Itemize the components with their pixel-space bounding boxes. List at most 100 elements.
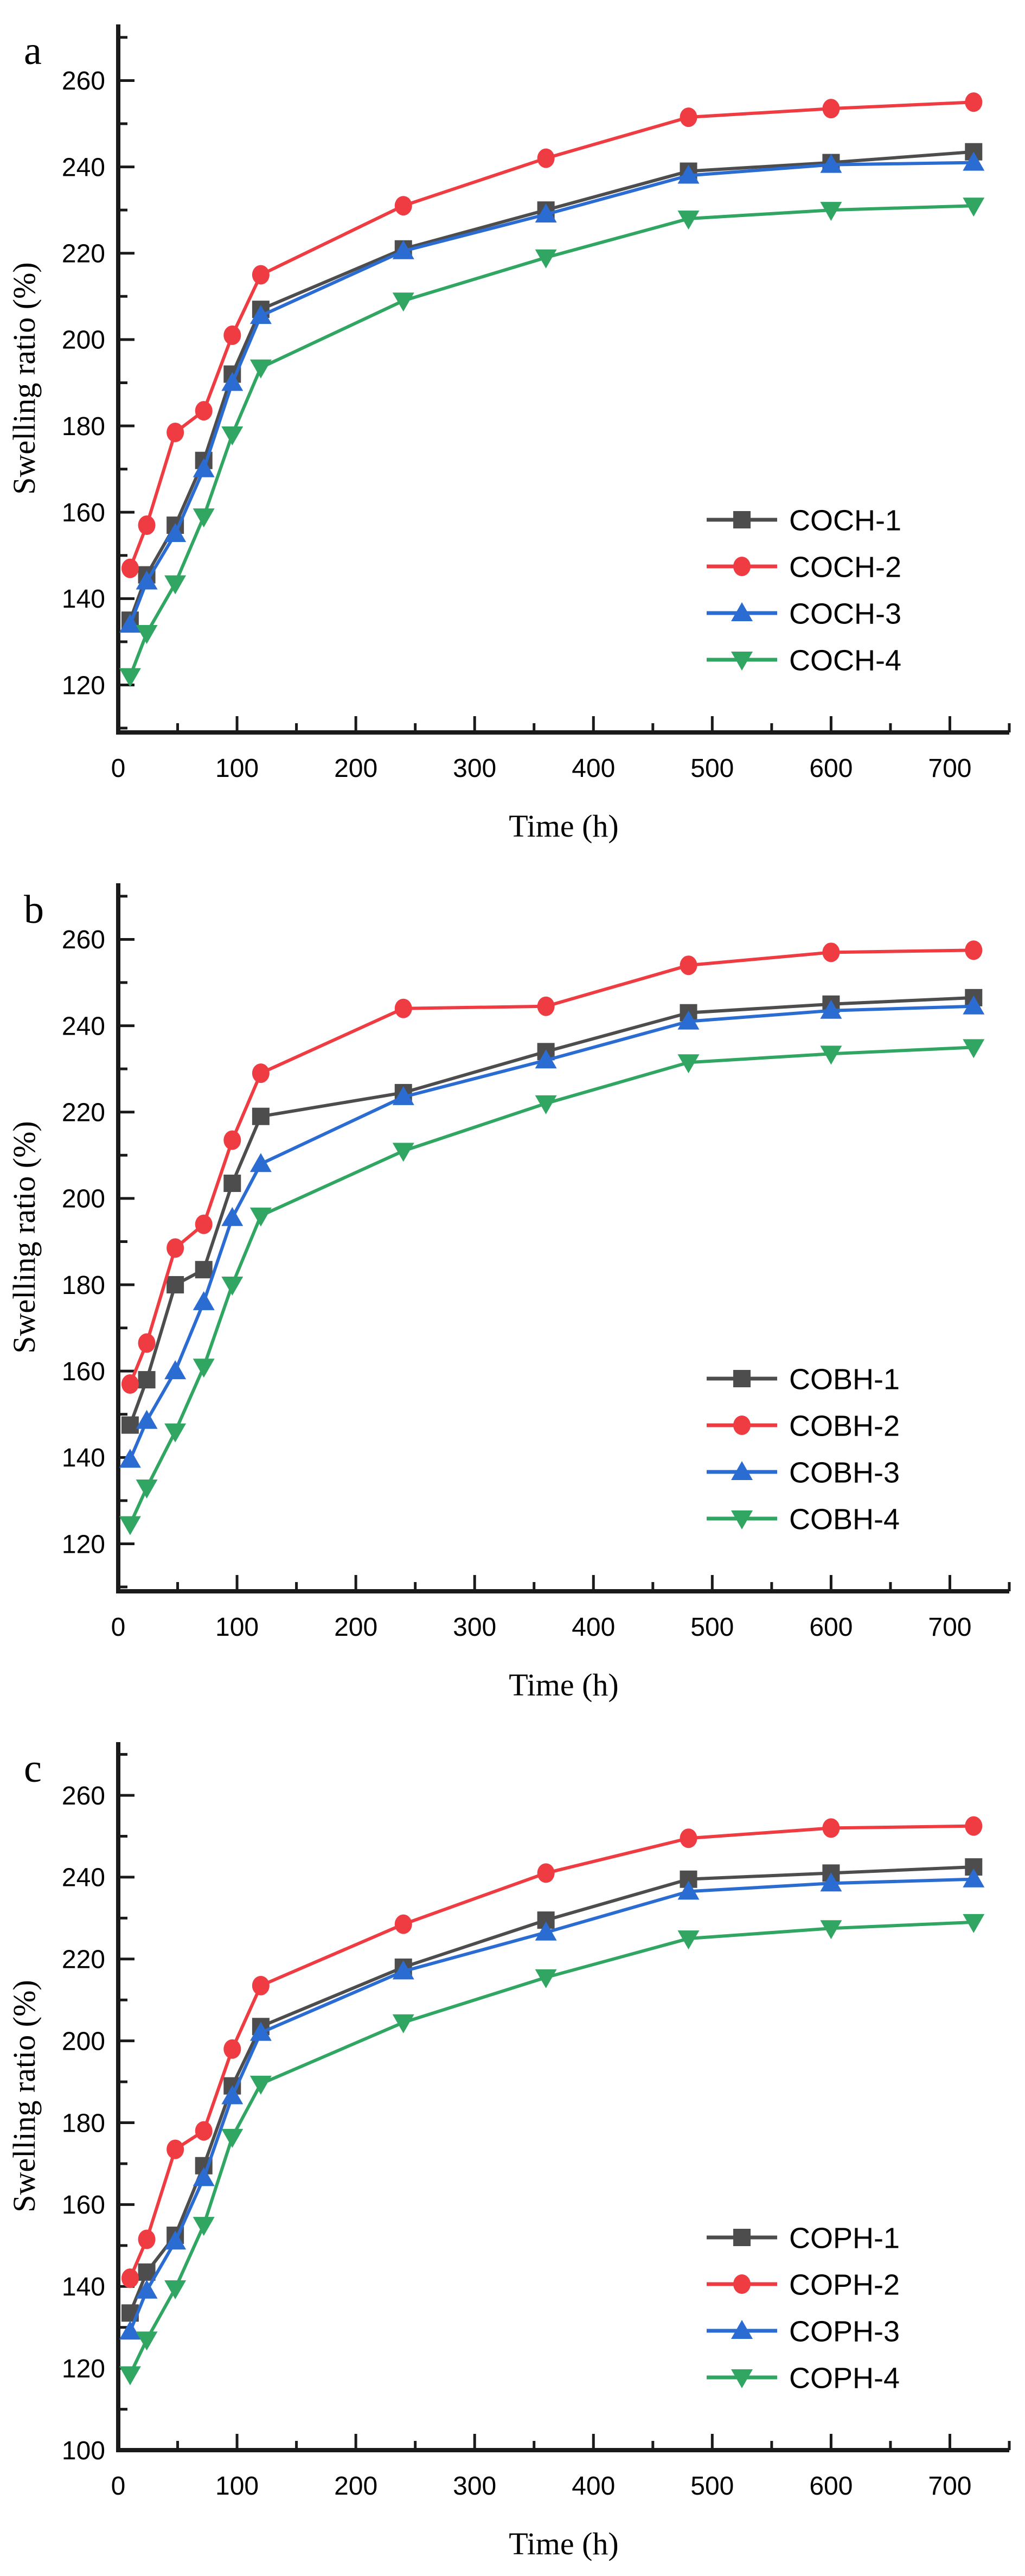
data-point-marker-COBH-1 <box>121 1416 139 1434</box>
series-COPH-4 <box>119 1914 985 2386</box>
legend-marker-COBH-1 <box>733 1370 751 1387</box>
data-point-marker-COPH-2 <box>394 1914 412 1934</box>
legend-marker-COCH-3 <box>731 602 753 621</box>
panel-letter: c <box>24 1746 42 1791</box>
data-point-marker-COBH-3 <box>535 1049 557 1069</box>
y-tick-label: 180 <box>62 1271 105 1300</box>
data-point-marker-COCH-4 <box>392 292 414 312</box>
data-point-marker-COCH-2 <box>138 515 156 535</box>
data-point-marker-COBH-4 <box>820 1045 842 1065</box>
legend-marker-COPH-2 <box>733 2274 751 2294</box>
x-tick-label: 500 <box>690 754 734 783</box>
y-tick-label: 260 <box>62 67 105 95</box>
data-point-marker-COCH-3 <box>963 151 985 171</box>
data-point-marker-COCH-3 <box>249 305 272 324</box>
y-tick-label: 220 <box>62 1099 105 1127</box>
series-COCH-3 <box>119 151 985 633</box>
data-point-marker-COBH-4 <box>221 1277 244 1296</box>
data-point-marker-COPH-4 <box>963 1914 985 1933</box>
legend-label: COBH-2 <box>789 1410 900 1442</box>
x-tick-label: 400 <box>572 2472 615 2501</box>
data-point-marker-COBH-3 <box>392 1086 414 1105</box>
data-point-marker-COBH-2 <box>121 1374 139 1394</box>
data-point-marker-COPH-4 <box>535 1969 557 1988</box>
data-point-marker-COBH-2 <box>965 940 983 960</box>
legend-item-COBH-4: COBH-4 <box>707 1503 900 1535</box>
x-tick-label: 600 <box>809 754 853 783</box>
data-point-marker-COPH-2 <box>223 2039 241 2059</box>
data-point-marker-COCH-4 <box>820 202 842 221</box>
legend-label: COBH-4 <box>789 1503 900 1535</box>
x-tick-label: 400 <box>572 1613 615 1642</box>
x-tick-label: 700 <box>928 754 971 783</box>
data-point-marker-COBH-3 <box>221 1207 244 1226</box>
x-axis-title: Time (h) <box>509 2526 619 2561</box>
data-point-marker-COBH-4 <box>193 1359 215 1378</box>
x-axis-title: Time (h) <box>509 808 619 844</box>
legend-label: COCH-2 <box>789 551 901 583</box>
y-tick-label: 180 <box>62 2109 105 2138</box>
data-point-marker-COBH-1 <box>195 1261 213 1279</box>
series-COBH-2 <box>121 940 983 1394</box>
data-point-marker-COPH-3 <box>820 1872 842 1892</box>
data-point-marker-COPH-3 <box>249 2022 272 2041</box>
data-point-marker-COCH-3 <box>392 240 414 259</box>
series-COBH-3 <box>119 995 985 1468</box>
y-tick-label: 240 <box>62 153 105 182</box>
legend-label: COCH-3 <box>789 597 901 630</box>
legend-label: COBH-3 <box>789 1456 900 1489</box>
legend-marker-COCH-1 <box>733 511 751 528</box>
data-point-marker-COBH-3 <box>677 1010 700 1030</box>
panel-a-chart: a 120 140 160 180 200 220 240 260 0 100 200 300 400 50… <box>0 0 1025 859</box>
series-line-COCH-2 <box>128 100 976 570</box>
x-axis-ticks: 0 100 200 300 400 500 600 700 <box>111 2434 1011 2501</box>
x-tick-label: 300 <box>453 754 496 783</box>
legend-marker-COBH-2 <box>733 1415 751 1435</box>
data-point-marker-COCH-2 <box>121 558 139 578</box>
y-tick-label: 200 <box>62 2027 105 2056</box>
data-point-marker-COPH-4 <box>164 2280 187 2300</box>
data-point-marker-COBH-2 <box>252 1063 270 1083</box>
legend-item-COCH-4: COCH-4 <box>707 644 901 677</box>
legend-item-COBH-1: COBH-1 <box>707 1363 900 1395</box>
y-axis-title: Swelling ratio (%) <box>7 1980 42 2212</box>
x-tick-label: 300 <box>453 1613 496 1642</box>
data-point-marker-COPH-2 <box>252 1975 270 1995</box>
data-point-marker-COBH-2 <box>195 1214 213 1234</box>
data-point-marker-COPH-4 <box>677 1930 700 1950</box>
data-point-marker-COCH-4 <box>136 624 158 644</box>
data-point-marker-COPH-4 <box>820 1920 842 1940</box>
x-tick-label: 200 <box>334 2472 377 2501</box>
series-COCH-2 <box>121 92 983 578</box>
data-point-marker-COBH-3 <box>136 1410 158 1429</box>
x-tick-label: 400 <box>572 754 615 783</box>
data-point-marker-COBH-3 <box>164 1360 187 1380</box>
data-point-marker-COCH-4 <box>164 575 187 595</box>
data-point-marker-COPH-3 <box>392 1960 414 1980</box>
data-point-marker-COCH-3 <box>677 164 700 184</box>
legend-item-COPH-2: COPH-2 <box>707 2268 900 2301</box>
x-tick-label: 700 <box>928 2472 971 2501</box>
data-point-marker-COPH-2 <box>537 1863 555 1883</box>
data-point-marker-COBH-1 <box>223 1175 241 1193</box>
legend-label: COPH-4 <box>789 2362 900 2394</box>
panel-letter: a <box>24 29 42 73</box>
data-point-marker-COCH-2 <box>223 325 241 345</box>
data-point-marker-COBH-4 <box>963 1039 985 1059</box>
y-tick-label: 160 <box>62 499 105 527</box>
x-tick-label: 100 <box>215 2472 259 2501</box>
data-point-marker-COBH-4 <box>164 1423 187 1443</box>
panel-b-chart: b 120 140 160 180 200 220 240 260 0 100 200 300 400 50… <box>0 859 1025 1718</box>
data-point-marker-COCH-4 <box>677 211 700 230</box>
legend-marker-COBH-3 <box>731 1461 753 1480</box>
x-tick-label: 500 <box>690 2472 734 2501</box>
data-point-marker-COPH-2 <box>121 2268 139 2288</box>
data-point-marker-COBH-3 <box>193 1291 215 1310</box>
data-point-marker-COPH-3 <box>193 2167 215 2186</box>
x-tick-label: 600 <box>809 1613 853 1642</box>
legend-item-COPH-1: COPH-1 <box>707 2222 900 2254</box>
data-point-marker-COBH-4 <box>136 1480 158 1499</box>
y-tick-label: 260 <box>62 926 105 954</box>
data-point-marker-COCH-4 <box>249 359 272 379</box>
data-point-marker-COPH-3 <box>677 1880 700 1900</box>
